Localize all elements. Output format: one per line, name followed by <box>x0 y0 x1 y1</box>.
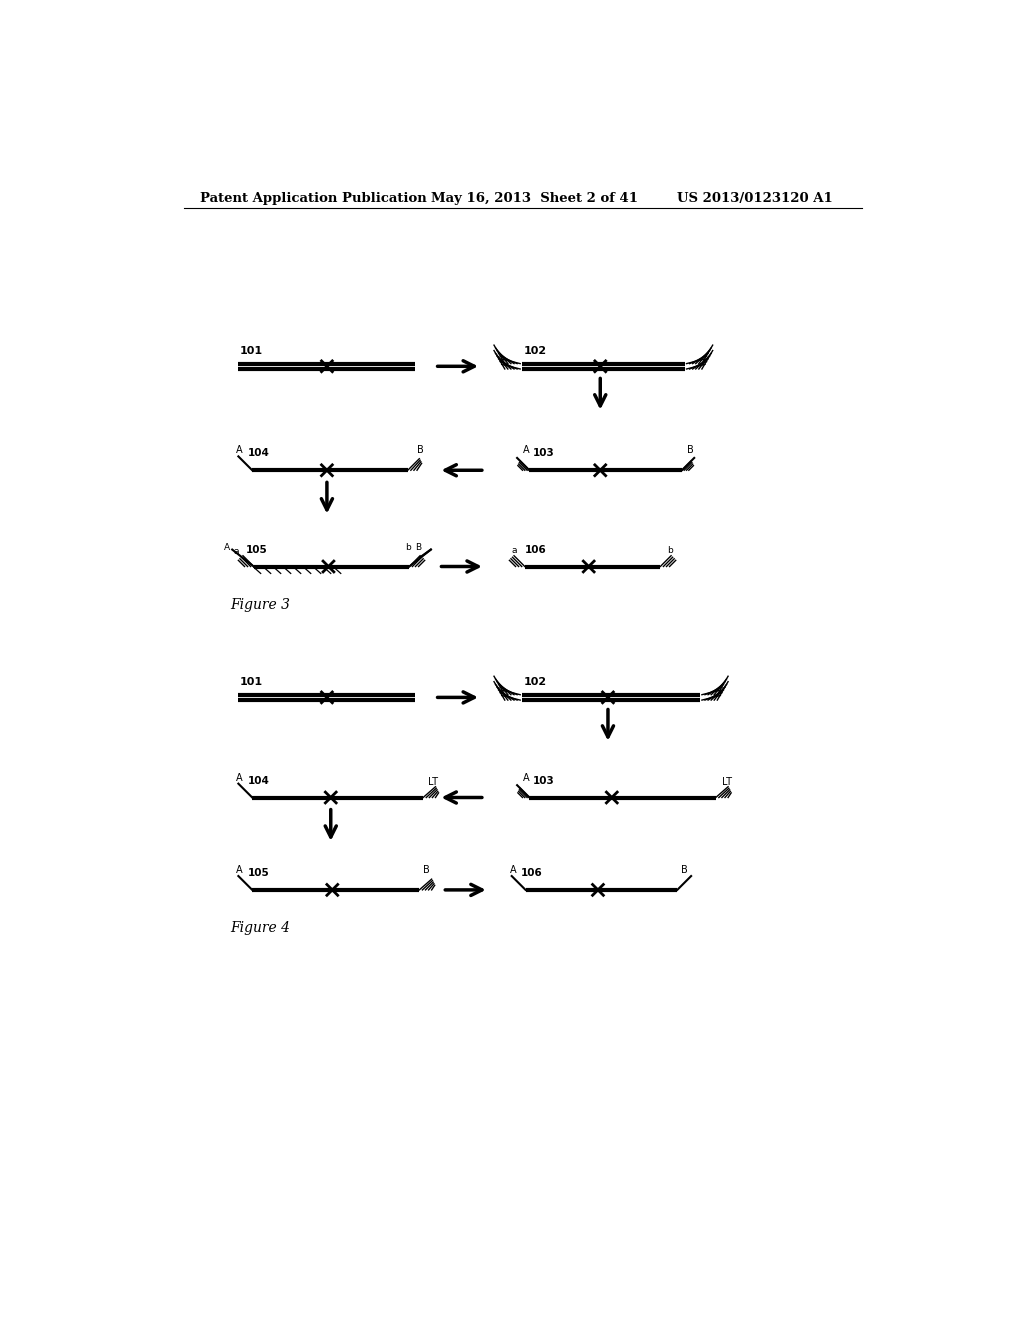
Text: 103: 103 <box>532 449 554 458</box>
Text: May 16, 2013  Sheet 2 of 41: May 16, 2013 Sheet 2 of 41 <box>431 191 638 205</box>
Text: A: A <box>237 445 243 455</box>
Text: 101: 101 <box>240 346 263 356</box>
Text: 102: 102 <box>523 346 547 356</box>
Text: a: a <box>511 545 517 554</box>
Text: 101: 101 <box>240 677 263 688</box>
Text: Figure 4: Figure 4 <box>230 921 291 936</box>
Text: b: b <box>404 543 411 552</box>
Text: 105: 105 <box>248 869 269 878</box>
Text: A: A <box>224 543 229 552</box>
Text: 106: 106 <box>524 545 547 554</box>
Text: A: A <box>237 865 243 875</box>
Text: B: B <box>417 445 424 455</box>
Text: Figure 3: Figure 3 <box>230 598 291 612</box>
Text: A: A <box>510 865 516 875</box>
Text: B: B <box>416 543 422 552</box>
Text: A: A <box>523 772 529 783</box>
Text: LT: LT <box>428 777 438 787</box>
Text: LT: LT <box>722 777 732 787</box>
Text: Patent Application Publication: Patent Application Publication <box>200 191 427 205</box>
Text: A: A <box>523 445 529 455</box>
Text: a: a <box>233 548 239 556</box>
Text: 106: 106 <box>521 869 543 878</box>
Text: B: B <box>686 445 693 455</box>
Text: B: B <box>681 865 688 875</box>
Text: 104: 104 <box>248 449 269 458</box>
Text: 102: 102 <box>523 677 547 688</box>
Text: A: A <box>237 772 243 783</box>
Text: B: B <box>423 865 430 875</box>
Text: US 2013/0123120 A1: US 2013/0123120 A1 <box>677 191 833 205</box>
Text: 103: 103 <box>532 776 554 785</box>
Text: 104: 104 <box>248 776 269 785</box>
Text: 105: 105 <box>246 545 268 554</box>
Text: b: b <box>667 545 673 554</box>
